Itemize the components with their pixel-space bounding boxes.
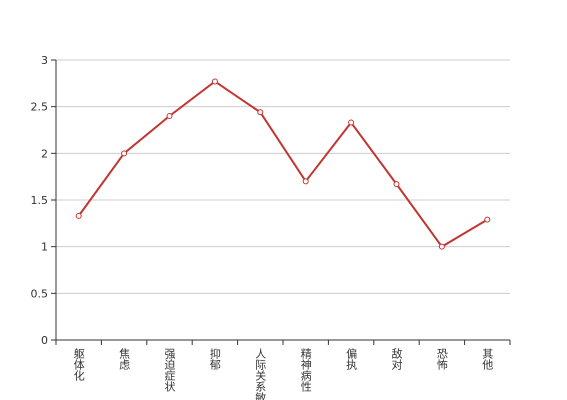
point — [393, 181, 400, 188]
x-tick-label: 精神病性 — [299, 348, 312, 393]
x-tick-label: 躯体化 — [72, 348, 85, 382]
x-tick-label: 敌对 — [390, 347, 403, 370]
point — [484, 216, 491, 223]
x-tick-label: 其他 — [481, 348, 494, 370]
point — [75, 212, 82, 219]
x-tick-label: 恐怖 — [435, 348, 448, 370]
point — [211, 78, 218, 85]
y-tick-label: 2 — [41, 147, 48, 160]
y-tick-label: 0 — [41, 334, 48, 347]
y-tick-label: 2.5 — [31, 101, 49, 114]
y-tick-label: 1.5 — [31, 194, 49, 207]
x-tick-label: 偏执 — [345, 347, 358, 371]
x-tick-label: 焦虑 — [118, 348, 131, 370]
point — [348, 119, 355, 126]
x-tick-label: 人际关系敏感 — [254, 348, 267, 400]
point — [121, 150, 128, 157]
y-tick-label: 3 — [41, 54, 48, 67]
point — [438, 243, 445, 250]
y-tick-label: 1 — [41, 241, 48, 254]
point — [302, 178, 309, 185]
x-tick-label: 强迫症状 — [163, 348, 176, 392]
point — [257, 109, 264, 116]
y-tick-label: 0.5 — [31, 287, 49, 300]
x-tick-label: 抑郁 — [208, 347, 221, 370]
point — [166, 113, 173, 119]
line — [77, 80, 488, 248]
